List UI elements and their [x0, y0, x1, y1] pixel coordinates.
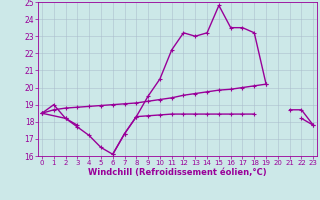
- X-axis label: Windchill (Refroidissement éolien,°C): Windchill (Refroidissement éolien,°C): [88, 168, 267, 177]
